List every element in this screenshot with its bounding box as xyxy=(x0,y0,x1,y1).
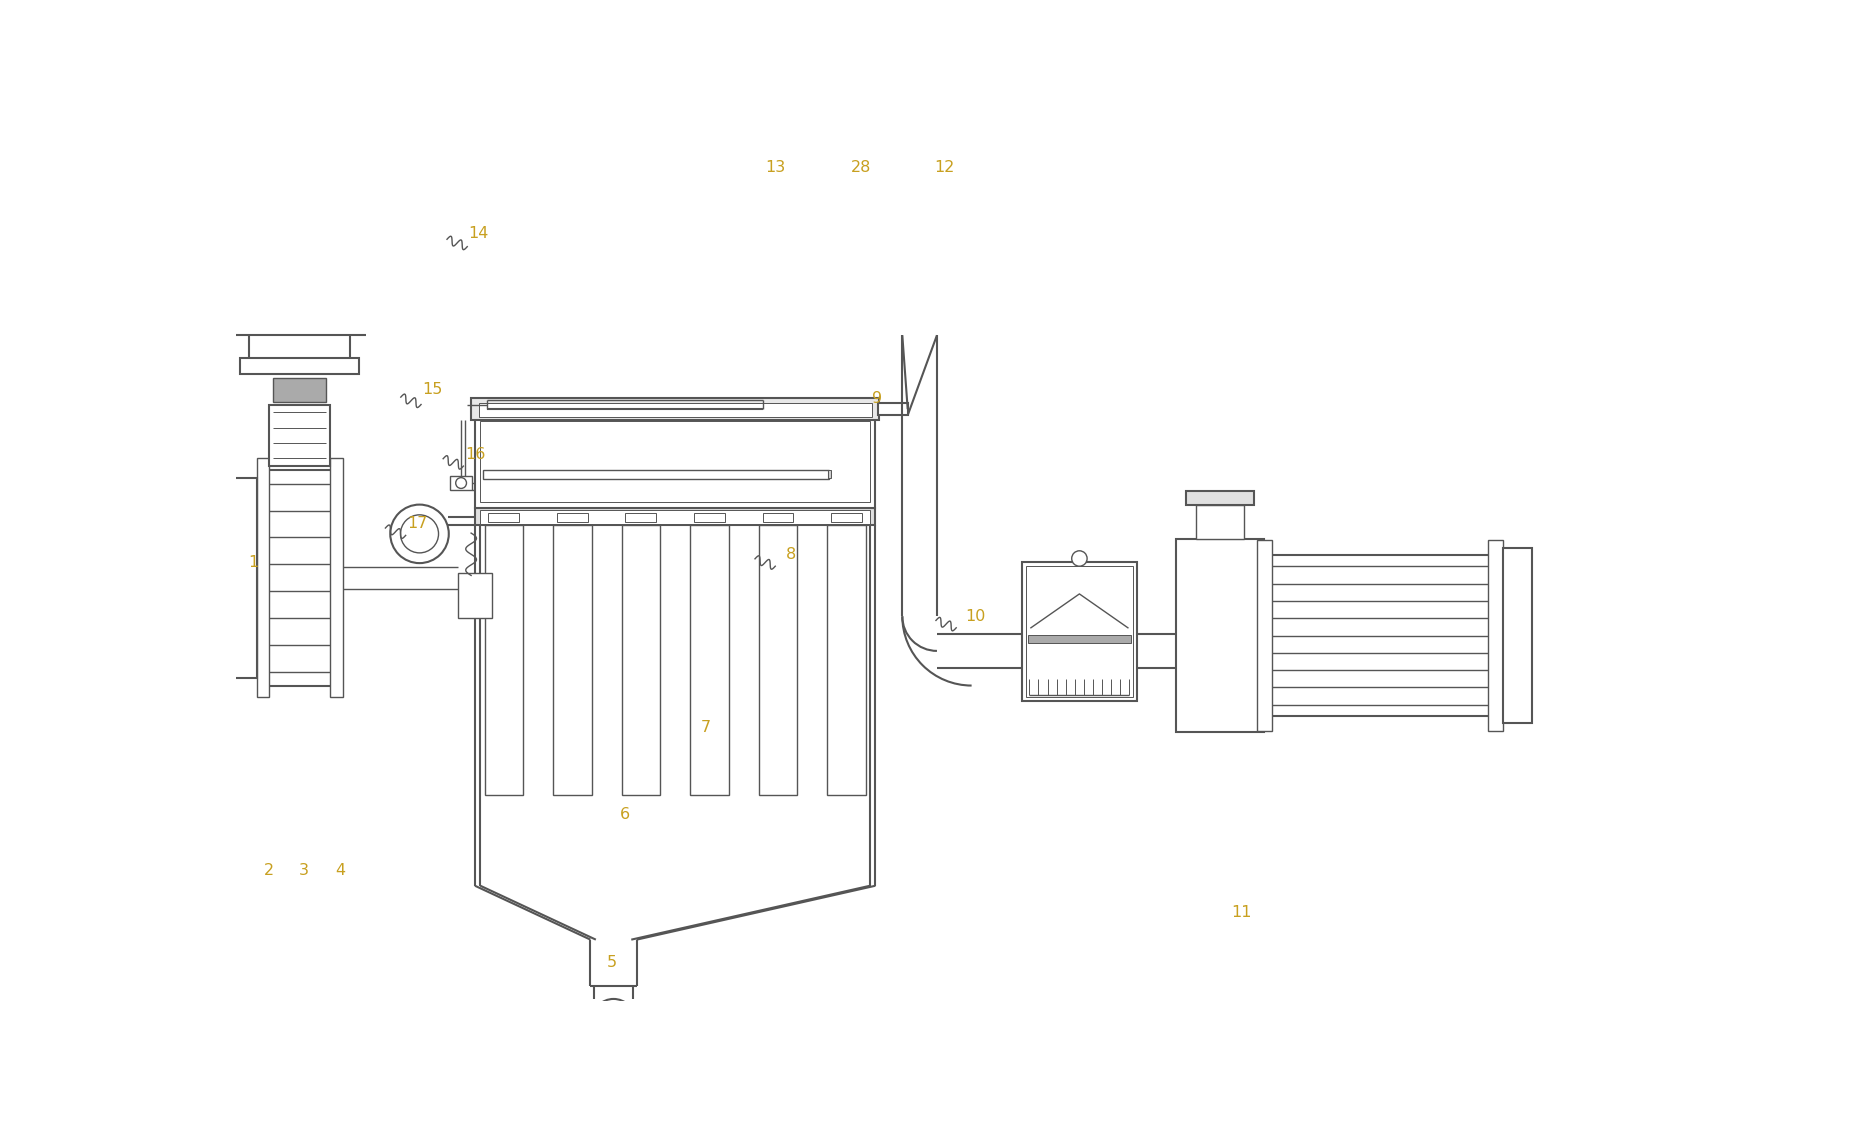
Bar xyxy=(263,470,337,685)
Bar xyxy=(474,508,875,525)
Bar xyxy=(474,416,875,508)
Bar xyxy=(482,469,828,479)
Bar xyxy=(269,405,330,466)
Bar xyxy=(1195,505,1243,539)
Bar xyxy=(478,403,871,417)
Circle shape xyxy=(456,478,467,488)
Bar xyxy=(1256,540,1271,731)
Bar xyxy=(1028,634,1130,642)
Bar xyxy=(258,458,269,698)
Text: 15: 15 xyxy=(422,381,443,397)
Bar xyxy=(489,513,519,522)
Text: 28: 28 xyxy=(851,160,871,174)
Bar xyxy=(832,513,862,522)
Text: 3: 3 xyxy=(298,863,309,878)
Bar xyxy=(558,513,587,522)
Bar xyxy=(621,525,660,795)
Text: 6: 6 xyxy=(621,807,630,821)
Text: 14: 14 xyxy=(469,226,489,241)
Bar xyxy=(763,513,793,522)
Bar xyxy=(1025,566,1134,698)
Text: 16: 16 xyxy=(465,447,485,462)
Bar xyxy=(450,476,473,490)
Bar xyxy=(828,470,830,478)
Bar xyxy=(695,513,725,522)
Circle shape xyxy=(602,1009,626,1033)
Bar xyxy=(826,525,865,795)
Text: 13: 13 xyxy=(765,160,786,174)
Bar xyxy=(1175,539,1264,731)
Circle shape xyxy=(591,999,636,1042)
Text: 17: 17 xyxy=(408,516,428,531)
Bar xyxy=(1488,540,1503,731)
Bar xyxy=(1186,490,1253,505)
Bar xyxy=(480,422,869,502)
Bar xyxy=(689,525,728,795)
Bar xyxy=(228,478,258,678)
Text: 5: 5 xyxy=(608,955,617,970)
Text: 7: 7 xyxy=(700,720,712,736)
Bar xyxy=(272,378,326,403)
Bar xyxy=(480,510,869,524)
Bar xyxy=(458,573,491,618)
Bar xyxy=(1503,549,1532,722)
Text: 8: 8 xyxy=(786,547,795,562)
Bar xyxy=(485,525,523,795)
Text: 9: 9 xyxy=(871,390,882,406)
Bar xyxy=(330,458,343,698)
Bar xyxy=(206,539,228,617)
Text: 2: 2 xyxy=(263,863,274,878)
Text: 11: 11 xyxy=(1230,906,1251,920)
Bar xyxy=(563,1048,663,1062)
Bar xyxy=(878,403,908,415)
Circle shape xyxy=(1071,551,1088,566)
Bar xyxy=(758,525,797,795)
Text: 10: 10 xyxy=(965,609,986,623)
Circle shape xyxy=(391,505,448,564)
Text: 12: 12 xyxy=(934,160,954,174)
Bar xyxy=(1264,555,1495,717)
Text: 4: 4 xyxy=(335,863,345,878)
Bar xyxy=(626,513,656,522)
Bar xyxy=(1021,562,1138,701)
Bar xyxy=(471,398,878,420)
Circle shape xyxy=(400,515,439,552)
Text: 1: 1 xyxy=(248,555,258,570)
Bar xyxy=(241,358,359,374)
Bar xyxy=(552,525,591,795)
